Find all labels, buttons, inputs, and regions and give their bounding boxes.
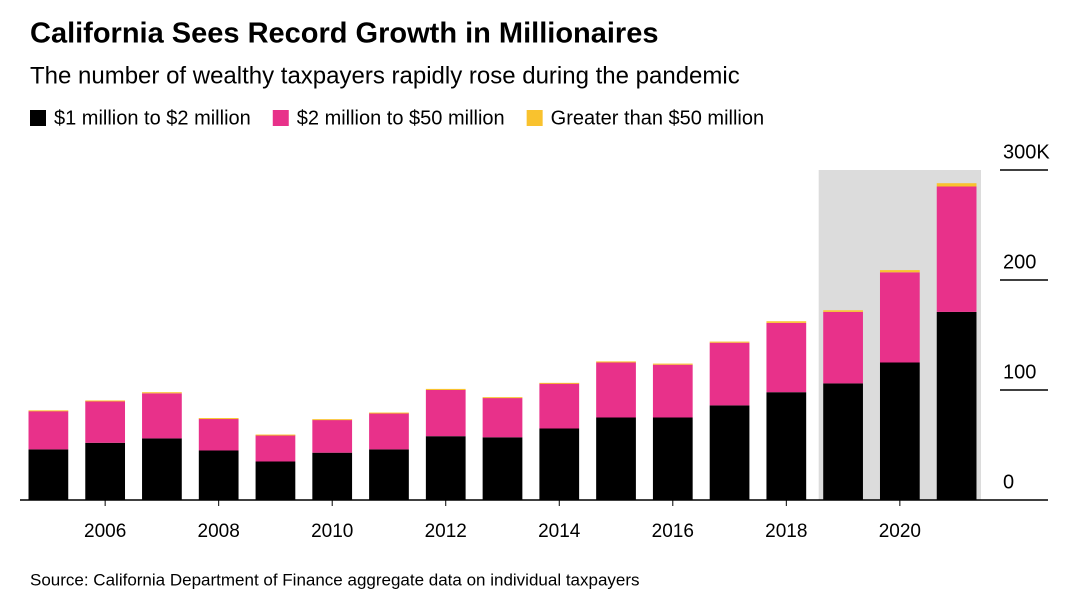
bar-segment [425, 388, 466, 390]
legend-swatch [526, 110, 543, 126]
y-tick-label: 200 [1003, 251, 1036, 273]
legend-label: $2 million to $50 million [297, 107, 505, 129]
bar-segment [85, 400, 126, 402]
bar-segment [85, 442, 126, 500]
bar-segment [482, 397, 523, 399]
bar-segment [652, 364, 693, 418]
bar-segment [142, 438, 182, 500]
chart-title: California Sees Record Growth in Million… [30, 18, 658, 50]
legend-label: $1 million to $2 million [54, 107, 251, 129]
bar-segment [709, 405, 750, 500]
x-tick-label: 2016 [652, 521, 694, 542]
x-tick-label: 2020 [879, 521, 921, 542]
y-tick-label: 300K [1003, 141, 1050, 163]
x-tick-label: 2014 [538, 521, 581, 542]
bar-segment [596, 362, 636, 418]
bar-segment [823, 383, 863, 500]
bar-segment [369, 449, 409, 500]
bar-segment [142, 392, 182, 394]
bar-segment [879, 270, 920, 273]
bar-segment [936, 183, 977, 187]
bar-segment [198, 418, 239, 420]
bar-segment [936, 311, 977, 500]
bar-segment [255, 461, 296, 500]
bar-segment [652, 417, 693, 500]
bar-segment [936, 186, 977, 312]
bar-segment [255, 434, 296, 436]
bar-segment [28, 410, 69, 412]
x-tick-label: 2010 [311, 521, 353, 542]
source: Source: California Department of Finance… [30, 570, 640, 589]
bar-segment [312, 452, 353, 500]
bar-segment [539, 383, 580, 429]
bar-segment [596, 417, 636, 500]
bar-segment [766, 392, 807, 500]
bar-segment [198, 418, 239, 451]
bar-segment [312, 419, 353, 421]
bar-segment [596, 361, 636, 363]
bar-segment [652, 363, 693, 365]
bar-segment [482, 397, 523, 438]
bar-segment [312, 419, 353, 453]
bar-segment [766, 321, 807, 323]
x-tick-label: 2012 [425, 521, 467, 542]
x-tick-label: 2006 [84, 521, 126, 542]
y-tick-label: 100 [1003, 361, 1036, 383]
x-tick-label: 2018 [765, 521, 807, 542]
bar-segment [709, 342, 750, 406]
bar-segment [482, 437, 523, 500]
bar-segment [28, 410, 69, 450]
bar-segment [766, 322, 807, 393]
bar-segment [369, 413, 409, 450]
bar-segment [709, 341, 750, 343]
bar-segment [142, 393, 182, 439]
bar-segment [255, 435, 296, 462]
bar-segment [539, 428, 580, 500]
bar-segment [879, 272, 920, 363]
bar-segment [369, 412, 409, 414]
bar-segment [879, 362, 920, 500]
bar-segment [85, 401, 126, 443]
bar-segment [28, 449, 69, 500]
bar-segment [198, 450, 239, 500]
chart-subtitle: The number of wealthy taxpayers rapidly … [30, 62, 740, 89]
legend-label: Greater than $50 million [551, 107, 764, 129]
bar-segment [823, 310, 863, 312]
bar-segment [425, 436, 466, 500]
legend-swatch [30, 110, 46, 126]
x-tick-label: 2008 [198, 521, 240, 542]
y-tick-label: 0 [1003, 471, 1014, 493]
bar-segment [539, 382, 580, 384]
bar-segment [823, 311, 863, 384]
bar-segment [425, 390, 466, 437]
legend-swatch [272, 110, 289, 126]
